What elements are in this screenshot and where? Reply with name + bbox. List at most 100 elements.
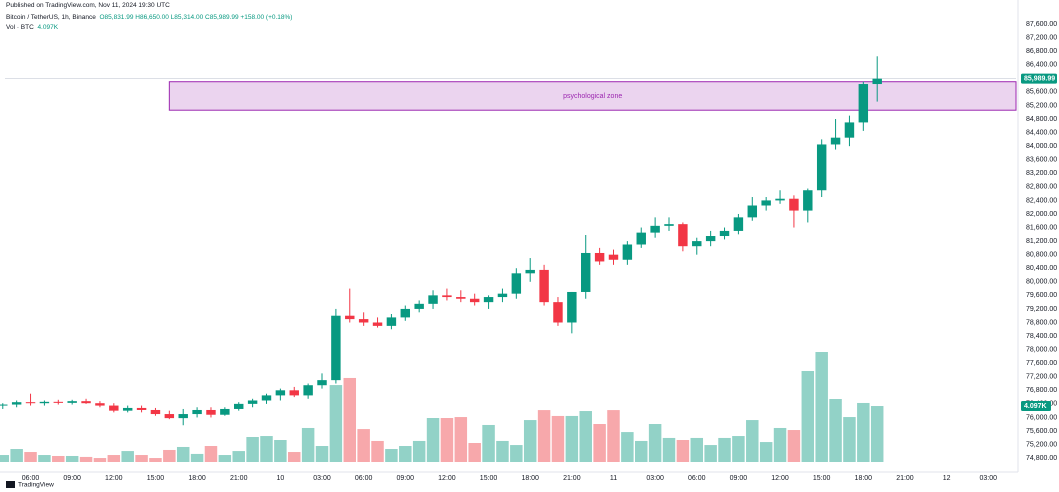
candle-body: [636, 232, 646, 245]
y-tick-label: 81,200.00: [1026, 238, 1057, 245]
y-tick-label: 84,400.00: [1026, 129, 1057, 136]
volume-bar: [759, 442, 773, 462]
volume-bar: [38, 455, 51, 462]
volume-label: Vol · BTC: [6, 24, 34, 31]
candle-body: [816, 144, 827, 191]
volume-bar: [0, 455, 10, 462]
candle-body: [150, 409, 161, 415]
volume-bar: [371, 440, 384, 462]
candle-body: [303, 385, 313, 396]
symbol: Bitcoin / TetherUS, 1h, Binance: [6, 14, 96, 21]
candle-body: [872, 78, 882, 85]
volume-bar: [149, 458, 162, 462]
y-tick-label: 83,600.00: [1026, 157, 1057, 164]
volume-bar: [593, 424, 606, 462]
candle-body: [136, 407, 147, 410]
y-tick-label: 75,200.00: [1026, 441, 1057, 448]
candle-body: [553, 302, 563, 323]
candle-body: [650, 225, 660, 233]
brand-logo: [6, 481, 15, 488]
volume-bar: [746, 420, 759, 462]
volume-bar: [315, 446, 329, 462]
volume-bar: [10, 449, 23, 462]
candle-body: [234, 403, 244, 409]
volume-bar: [510, 445, 523, 462]
volume-bar: [635, 440, 648, 462]
candle-body: [803, 190, 813, 211]
volume-bar: [343, 377, 357, 462]
volume-bar: [218, 455, 232, 462]
y-tick-label: 86,400.00: [1026, 62, 1057, 69]
x-tick-label: 18:00: [521, 475, 539, 482]
x-tick-label: 18:00: [188, 475, 206, 482]
x-tick-label: 15:00: [813, 475, 831, 482]
volume-bar: [690, 437, 704, 462]
volume-bar: [579, 411, 592, 462]
published: Published on TradingView.com, Nov 11, 20…: [6, 2, 170, 9]
candle-body: [858, 84, 869, 123]
x-tick-label: 18:00: [855, 475, 873, 482]
volume-bar: [260, 436, 273, 462]
x-tick-label: 09:00: [730, 475, 748, 482]
volume-bar: [232, 451, 245, 462]
volume-bar: [246, 436, 259, 462]
volume-bar: [412, 440, 426, 462]
last-price-tag: [1021, 73, 1057, 84]
y-tick-label: 77,600.00: [1026, 360, 1057, 367]
volume-bar: [704, 445, 717, 462]
candle-body: [567, 291, 577, 323]
candle-body: [581, 252, 591, 292]
candle-body: [0, 404, 8, 406]
candle-body: [664, 224, 674, 226]
volume-bar: [399, 446, 412, 462]
volume-bar: [176, 446, 190, 462]
y-tick-label: 85,200.00: [1026, 102, 1057, 109]
volume-bar: [482, 424, 495, 462]
volume-bar: [496, 440, 509, 462]
y-tick-label: 82,800.00: [1026, 184, 1057, 191]
candle-body: [122, 407, 133, 411]
x-tick-label: 10: [276, 475, 284, 482]
x-tick-label: 12:00: [105, 475, 123, 482]
volume-row: Vol · BTC 4.097K: [6, 24, 58, 31]
candle-body: [692, 241, 702, 247]
volume-bar: [870, 406, 884, 462]
volume-bar: [288, 452, 301, 462]
x-tick-label: 21:00: [563, 475, 581, 482]
candle-body: [164, 414, 175, 419]
x-tick-label: 15:00: [480, 475, 498, 482]
y-tick-label: 77,200.00: [1026, 374, 1057, 381]
candle-body: [497, 293, 508, 298]
volume-bar: [454, 417, 468, 462]
x-tick-label: 06:00: [688, 475, 706, 482]
x-tick-label: 06:00: [355, 475, 373, 482]
volume-bar: [65, 455, 79, 462]
y-tick-label: 82,000.00: [1026, 211, 1057, 218]
last-price-label: 85,989.99: [1024, 76, 1055, 83]
volume-bar: [801, 370, 815, 462]
volume-bar: [732, 436, 745, 462]
candle-body: [317, 380, 327, 386]
candle-body: [261, 395, 272, 401]
x-tick-label: 12:00: [438, 475, 456, 482]
volume-bar: [107, 455, 121, 462]
y-tick-label: 86,800.00: [1026, 48, 1057, 55]
zone-label: psychological zone: [563, 93, 622, 100]
volume-bar: [79, 456, 93, 462]
candle-body: [53, 401, 64, 403]
y-tick-label: 78,000.00: [1026, 346, 1057, 353]
x-tick-label: 21:00: [896, 475, 914, 482]
volume-bar: [24, 452, 37, 462]
x-tick-label: 09:00: [63, 475, 81, 482]
x-tick-label: 21:00: [230, 475, 248, 482]
volume-bar: [829, 399, 842, 462]
candle-body: [830, 137, 841, 145]
x-tick-label: 06:00: [22, 475, 40, 482]
candle-body: [25, 402, 36, 404]
candle-body: [719, 230, 730, 237]
volume-bar: [301, 427, 315, 462]
volume-bar: [551, 415, 565, 462]
candle-body: [525, 269, 535, 274]
volume-bar: [93, 458, 107, 462]
x-tick-label: 03:00: [979, 475, 997, 482]
